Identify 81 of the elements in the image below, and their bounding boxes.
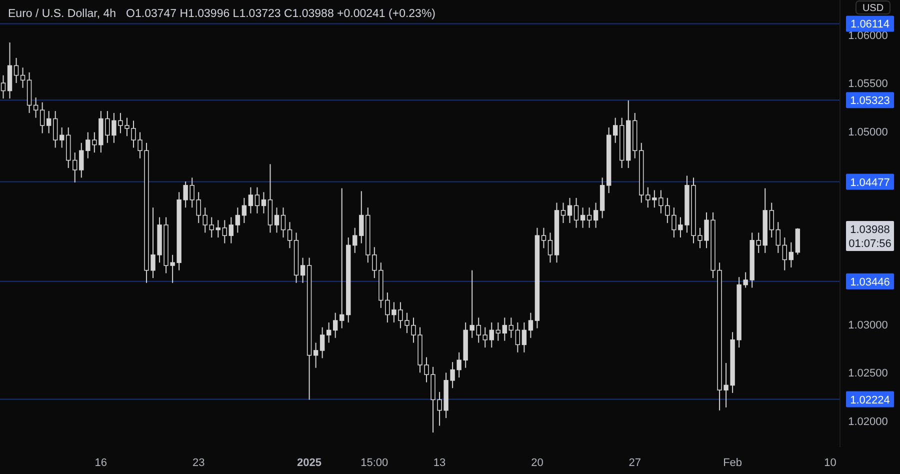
candlestick (242, 197, 247, 224)
candlestick (580, 207, 586, 228)
candlestick (776, 222, 780, 254)
ref-line-label: 1.04477 (850, 176, 890, 189)
candlestick (40, 102, 45, 134)
candlestick (228, 216, 234, 244)
candlestick (0, 74, 6, 99)
y-tick-label: 1.03000 (848, 319, 888, 332)
candlestick (560, 202, 566, 224)
ref-line-label: 1.06114 (850, 18, 890, 31)
candlestick (788, 242, 794, 268)
candlestick (196, 192, 201, 224)
text: 01:07:56 (848, 238, 892, 250)
x-tick-label: 15:00 (360, 457, 388, 469)
candlestick (60, 126, 64, 148)
candlestick (515, 322, 520, 353)
candlestick (769, 202, 774, 238)
candlestick (72, 152, 78, 183)
y-tick-label: 1.02500 (848, 368, 888, 380)
candlestick (352, 227, 358, 254)
text: Euro / U.S. Dollar, 4h (8, 8, 116, 20)
candlestick (508, 317, 514, 338)
candlestick (209, 216, 214, 238)
candlestick (548, 232, 553, 264)
x-tick-label: 2025 (297, 457, 322, 469)
candlestick (248, 186, 254, 214)
candlestick (320, 326, 325, 359)
candlestick (33, 97, 38, 118)
text: O1.03747 H1.03996 L1.03723 C1.03988 +0.00241 (+0.23%) (126, 8, 436, 20)
candlestick (202, 207, 208, 234)
candlestick (52, 110, 58, 148)
candlestick (222, 220, 228, 244)
candlestick (254, 186, 260, 214)
x-tick-label: 10 (824, 457, 836, 469)
candlestick (340, 188, 344, 329)
candlestick (79, 142, 84, 178)
candlestick (586, 207, 592, 228)
y-tick-label: 1.02000 (848, 416, 888, 428)
candlestick (332, 312, 338, 338)
candlestick (287, 222, 292, 249)
candlestick (359, 190, 364, 244)
y-tick-label: 1.05000 (848, 126, 888, 138)
y-tick-label: 1.05500 (848, 78, 888, 90)
candlestick (326, 322, 332, 344)
candlestick (502, 317, 508, 342)
candlestick (14, 57, 19, 84)
candlestick (489, 322, 494, 348)
x-tick-label: 16 (94, 457, 108, 469)
candlestick (496, 322, 500, 342)
ref-line-label: 1.03446 (850, 276, 890, 288)
x-tick-label: 23 (192, 457, 205, 469)
candlestick (522, 322, 527, 353)
candlestick (300, 257, 306, 284)
candlestick (482, 326, 488, 348)
candlestick (280, 207, 286, 238)
candlestick (541, 227, 546, 249)
ref-line-label: 1.05323 (850, 95, 890, 108)
candlestick (274, 207, 280, 234)
candlestick (782, 237, 788, 271)
text: 1.03988 (850, 224, 890, 236)
x-tick-label: Feb (723, 457, 742, 469)
candlestick (612, 117, 618, 144)
candlestick (528, 312, 534, 338)
candlestick (593, 202, 598, 228)
candlestick (46, 110, 52, 134)
candlestick (795, 228, 800, 256)
candlestick (235, 207, 240, 234)
candlestick (476, 317, 481, 344)
candlestick (313, 342, 318, 368)
candlestick (756, 232, 761, 254)
y-axis-title: USD (862, 3, 884, 14)
candlestick (261, 192, 266, 214)
candlestick (567, 197, 572, 224)
y-tick-label: 1.06000 (848, 30, 888, 42)
x-tick-label: 27 (628, 457, 642, 469)
x-tick-label: 20 (531, 457, 544, 469)
candlestick (216, 220, 220, 238)
candlestick (20, 67, 26, 88)
candlestick (574, 197, 579, 228)
ref-line-label: 1.02224 (850, 394, 890, 406)
x-tick-label: 13 (433, 457, 446, 469)
